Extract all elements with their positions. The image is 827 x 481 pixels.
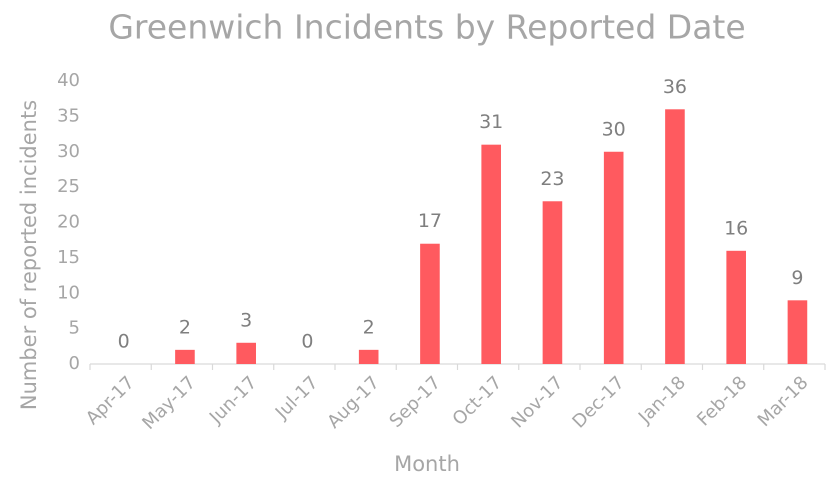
data-label: 16 xyxy=(724,217,748,239)
x-tick-label: Dec-17 xyxy=(568,372,628,432)
data-label: 23 xyxy=(540,168,564,190)
x-tick-label: Jan-18 xyxy=(634,372,690,428)
chart-title: Greenwich Incidents by Reported Date xyxy=(108,8,745,47)
y-tick-label: 0 xyxy=(69,353,80,374)
y-tick-label: 30 xyxy=(57,141,80,162)
x-tick-label: Aug-17 xyxy=(323,372,383,432)
y-tick-label: 20 xyxy=(57,212,80,233)
data-label: 3 xyxy=(240,309,252,331)
x-tick-label: Nov-17 xyxy=(507,372,567,432)
data-label: 0 xyxy=(118,331,130,353)
data-label: 0 xyxy=(301,331,313,353)
bar xyxy=(358,349,379,364)
x-tick-label: Mar-18 xyxy=(754,372,813,431)
y-tick-label: 40 xyxy=(57,70,80,91)
data-label: 31 xyxy=(479,111,503,133)
x-tick-label: Sep-17 xyxy=(385,372,445,432)
bar xyxy=(175,349,195,364)
y-tick-label: 10 xyxy=(57,282,80,303)
bar xyxy=(420,243,440,364)
data-label: 17 xyxy=(418,210,442,232)
y-tick-label: 15 xyxy=(57,247,80,268)
x-tick-label: Feb-18 xyxy=(693,372,751,430)
x-tick-label: Oct-17 xyxy=(449,372,507,430)
y-tick-label: 25 xyxy=(57,176,80,197)
x-axis-label: Month xyxy=(394,452,460,476)
x-tick-label: May-17 xyxy=(138,372,200,434)
y-tick-label: 5 xyxy=(69,318,80,339)
bar xyxy=(726,250,746,364)
bar xyxy=(481,144,501,364)
x-tick-label: Jul-17 xyxy=(271,372,323,424)
y-axis-label: Number of reported incidents xyxy=(17,100,41,410)
bar xyxy=(787,300,808,364)
data-label: 2 xyxy=(363,316,375,338)
x-tick-label: Jun-17 xyxy=(205,372,261,428)
bar xyxy=(542,201,563,364)
data-label: 9 xyxy=(791,267,803,289)
data-label: 2 xyxy=(179,316,191,338)
data-label: 36 xyxy=(663,76,687,98)
bar xyxy=(236,342,256,364)
bar xyxy=(665,109,685,364)
data-label: 30 xyxy=(602,118,626,140)
x-tick-label: Apr-17 xyxy=(82,372,139,429)
bar xyxy=(603,151,624,364)
y-tick-label: 35 xyxy=(57,105,80,126)
